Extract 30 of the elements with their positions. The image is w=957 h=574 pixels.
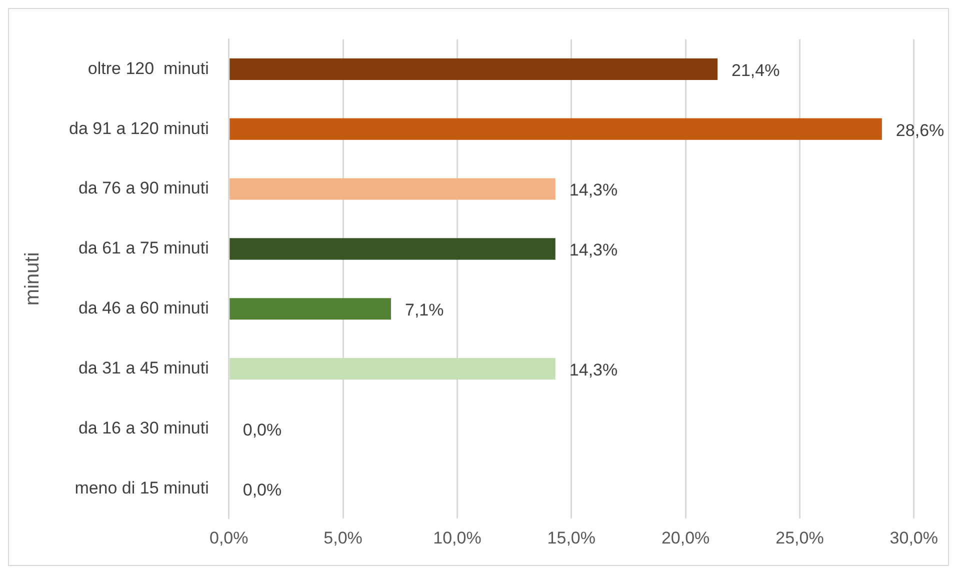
x-tick-label: 20,0% xyxy=(661,528,710,548)
data-label: 14,3% xyxy=(569,360,618,380)
y-axis-title: minuti xyxy=(22,252,44,306)
bar xyxy=(230,358,556,380)
y-tick-label: da 91 a 120 minuti xyxy=(68,118,209,138)
bar xyxy=(230,298,391,320)
data-label: 21,4% xyxy=(732,60,780,80)
data-label: 14,3% xyxy=(569,180,618,200)
x-tick-label: 15,0% xyxy=(547,528,596,548)
bar xyxy=(230,58,718,80)
x-tick-label: 25,0% xyxy=(776,528,824,548)
x-tick-label: 10,0% xyxy=(433,528,482,548)
y-tick-label: oltre 120 minuti xyxy=(88,58,209,78)
data-label: 28,6% xyxy=(896,120,944,140)
bar xyxy=(230,238,556,260)
y-tick-label: da 31 a 45 minuti xyxy=(78,358,209,378)
data-label: 0,0% xyxy=(242,420,282,440)
bar xyxy=(230,118,882,140)
data-label: 14,3% xyxy=(569,240,618,260)
y-tick-label: da 46 a 60 minuti xyxy=(78,298,209,318)
y-tick-label: da 76 a 90 minuti xyxy=(78,178,209,198)
data-label: 7,1% xyxy=(405,300,444,320)
y-tick-label: da 16 a 30 minuti xyxy=(78,418,209,438)
x-tick-label: 5,0% xyxy=(324,528,362,548)
data-label: 0,0% xyxy=(242,480,282,500)
y-tick-label: meno di 15 minuti xyxy=(74,478,209,498)
bar xyxy=(230,178,556,200)
x-tick-label: 30,0% xyxy=(890,528,938,548)
x-tick-label: 0,0% xyxy=(210,528,248,548)
y-tick-label: da 61 a 75 minuti xyxy=(78,238,209,258)
